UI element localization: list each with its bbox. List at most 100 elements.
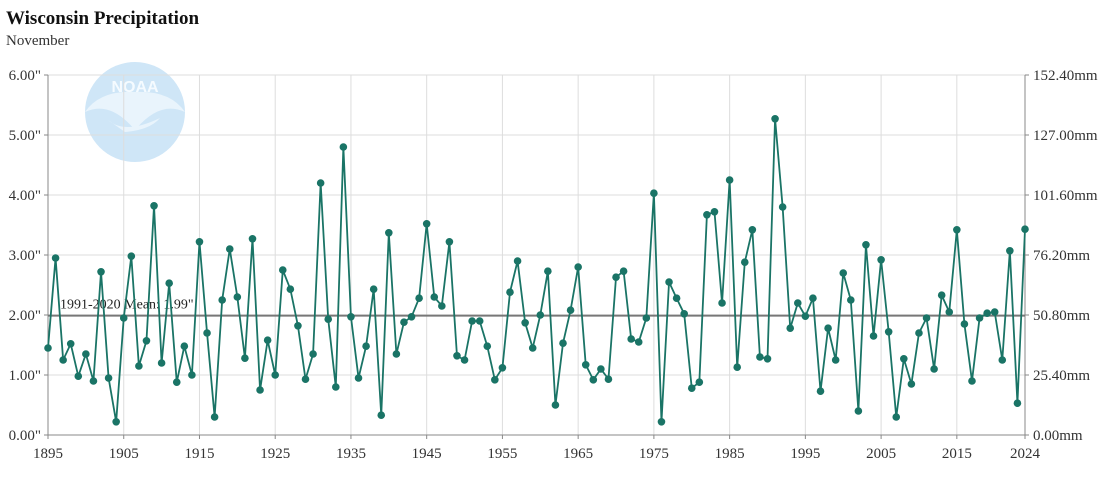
data-point [59, 356, 67, 364]
noaa-logo-icon: NOAA [85, 62, 185, 162]
data-point [551, 401, 560, 409]
data-point [127, 252, 136, 260]
y-tick-label-left: 5.00" [9, 128, 41, 144]
data-point [44, 344, 52, 352]
data-point [135, 362, 143, 370]
data-point [559, 339, 567, 348]
data-point [740, 258, 749, 267]
data-point [597, 365, 605, 373]
data-point [900, 355, 908, 363]
data-point [286, 285, 295, 294]
x-tick-label: 1965 [563, 446, 593, 462]
data-point [786, 324, 795, 333]
data-point [771, 115, 779, 123]
data-point [566, 306, 575, 315]
data-point [589, 376, 598, 384]
data-point [430, 293, 439, 301]
data-point [536, 311, 545, 319]
data-point [793, 299, 802, 307]
data-point [809, 294, 817, 303]
data-point [422, 220, 431, 228]
x-tick-label: 1985 [715, 446, 745, 462]
data-point [831, 356, 840, 364]
data-point [733, 363, 741, 372]
y-tick-label-left: 2.00" [9, 308, 41, 324]
data-point [680, 310, 688, 318]
data-point [581, 361, 590, 369]
data-point [362, 342, 370, 351]
data-point [998, 356, 1007, 364]
data-point [930, 365, 938, 373]
data-point [316, 179, 325, 187]
data-point [877, 255, 885, 264]
x-tick-label: 2024 [1010, 446, 1041, 462]
x-tick-label: 1915 [184, 446, 214, 462]
data-point [627, 335, 635, 343]
data-point [892, 413, 901, 421]
data-point [89, 377, 98, 385]
data-point [612, 273, 620, 282]
data-point [301, 375, 310, 384]
x-tick-label: 2015 [942, 446, 972, 462]
data-point [119, 314, 128, 322]
data-point [225, 245, 234, 253]
series [44, 115, 1029, 426]
data-point [203, 329, 211, 337]
data-point [816, 387, 825, 396]
data-point [407, 313, 416, 321]
y-tick-label-right: 101.60mm [1033, 188, 1098, 204]
data-point [907, 380, 916, 388]
data-point [642, 314, 651, 322]
data-point [438, 302, 446, 310]
data-point [377, 411, 386, 420]
data-point [354, 374, 363, 382]
data-point [256, 386, 264, 394]
x-tick-label: 1935 [336, 446, 366, 462]
data-point [1006, 247, 1014, 255]
y-tick-label-left: 1.00" [9, 368, 41, 384]
data-point [188, 371, 196, 379]
data-point [862, 241, 870, 249]
data-point [528, 344, 537, 352]
data-point [756, 353, 764, 361]
data-point [960, 320, 969, 328]
data-point [385, 229, 393, 237]
data-point [142, 337, 151, 345]
data-point [506, 288, 514, 297]
data-point [210, 413, 219, 421]
data-point [97, 268, 105, 276]
data-point [604, 375, 613, 384]
data-point [475, 317, 484, 325]
data-point [415, 294, 423, 303]
mean-label: 1991-2020 Mean: 1.99" [60, 298, 194, 313]
y-tick-label-left: 6.00" [9, 68, 41, 84]
data-point [392, 350, 401, 358]
data-point [180, 342, 189, 351]
data-point [453, 352, 461, 360]
x-tick-label: 1905 [109, 446, 139, 462]
y-tick-label-right: 127.00mm [1033, 128, 1098, 144]
data-point [74, 372, 83, 381]
data-point [150, 202, 158, 210]
data-point [824, 324, 832, 333]
data-point [157, 359, 166, 367]
data-point [650, 189, 658, 197]
y-tick-label-left: 4.00" [9, 188, 41, 204]
data-point [82, 350, 90, 358]
data-point [710, 208, 719, 216]
chart-title: Wisconsin Precipitation [6, 8, 200, 29]
data-point [619, 267, 628, 276]
data-point [915, 329, 923, 337]
data-point [324, 315, 333, 324]
y-tick-label-right: 152.40mm [1033, 68, 1098, 84]
data-point [195, 238, 204, 246]
data-point [801, 312, 810, 321]
x-tick-label: 1955 [487, 446, 517, 462]
y-tick-label-right: 25.40mm [1033, 368, 1090, 384]
x-tick-label: 1975 [639, 446, 669, 462]
data-point [544, 267, 552, 276]
x-tick-label: 1945 [412, 446, 442, 462]
data-point [172, 378, 181, 387]
data-point [687, 384, 696, 393]
